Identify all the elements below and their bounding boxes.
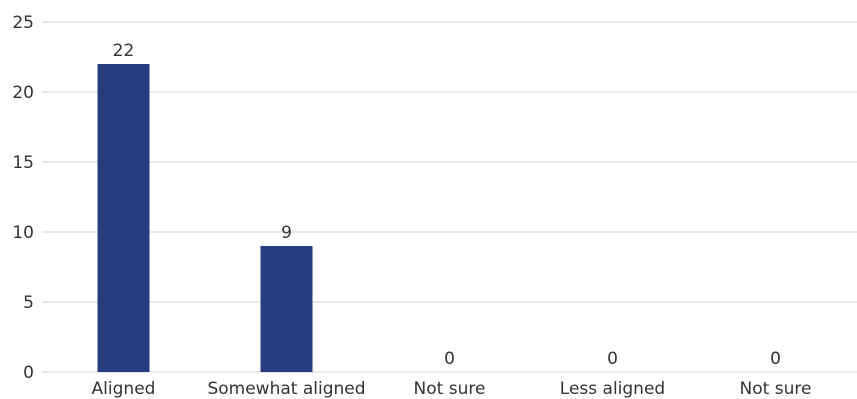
y-tick-label: 5 [23,293,34,313]
category-label: Less aligned [560,379,665,399]
y-tick-label: 20 [12,83,34,103]
gridlines [42,21,857,373]
data-label: 0 [444,349,455,369]
y-tick-label: 15 [12,153,34,173]
y-tick-label: 10 [12,223,34,243]
bars [97,64,313,372]
y-tick-label: 25 [12,13,34,33]
y-tick-label: 0 [23,363,34,383]
category-labels: Aligned Somewhat aligned Not sure Less alig… [92,379,812,399]
bar [97,64,150,372]
data-label: 22 [113,41,135,61]
bar [260,246,313,372]
category-label: Not sure [414,379,486,399]
category-label: Aligned [92,379,156,399]
data-labels: 22 9 0 0 0 [113,41,781,369]
data-label: 0 [770,349,781,369]
data-label: 0 [607,349,618,369]
category-label: Somewhat aligned [207,379,365,399]
category-label: Not sure [740,379,812,399]
y-axis-ticks: 0 5 10 15 20 25 [12,13,34,383]
data-label: 9 [281,223,292,243]
